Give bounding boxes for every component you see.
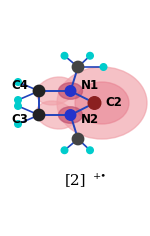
Text: N1: N1 (81, 79, 99, 92)
Text: N2: N2 (81, 113, 99, 126)
Ellipse shape (57, 67, 147, 139)
Circle shape (72, 133, 84, 145)
Circle shape (65, 86, 76, 96)
Text: C2: C2 (106, 97, 122, 110)
Circle shape (87, 52, 93, 59)
Circle shape (100, 64, 107, 70)
Circle shape (15, 121, 21, 127)
Ellipse shape (58, 107, 82, 123)
Circle shape (15, 79, 21, 85)
Ellipse shape (36, 101, 75, 129)
Ellipse shape (36, 77, 75, 105)
Circle shape (33, 85, 45, 97)
Circle shape (61, 52, 68, 59)
Circle shape (65, 110, 76, 120)
Circle shape (88, 97, 101, 109)
Text: C3: C3 (11, 113, 28, 126)
Text: +•: +• (93, 172, 107, 181)
Circle shape (61, 147, 68, 154)
Circle shape (33, 109, 45, 121)
Circle shape (15, 103, 21, 109)
Circle shape (72, 61, 84, 73)
Text: C4: C4 (11, 79, 28, 92)
Text: [2]: [2] (64, 173, 86, 187)
Ellipse shape (75, 82, 129, 124)
Circle shape (87, 147, 93, 154)
Circle shape (15, 97, 21, 103)
Ellipse shape (58, 83, 82, 99)
